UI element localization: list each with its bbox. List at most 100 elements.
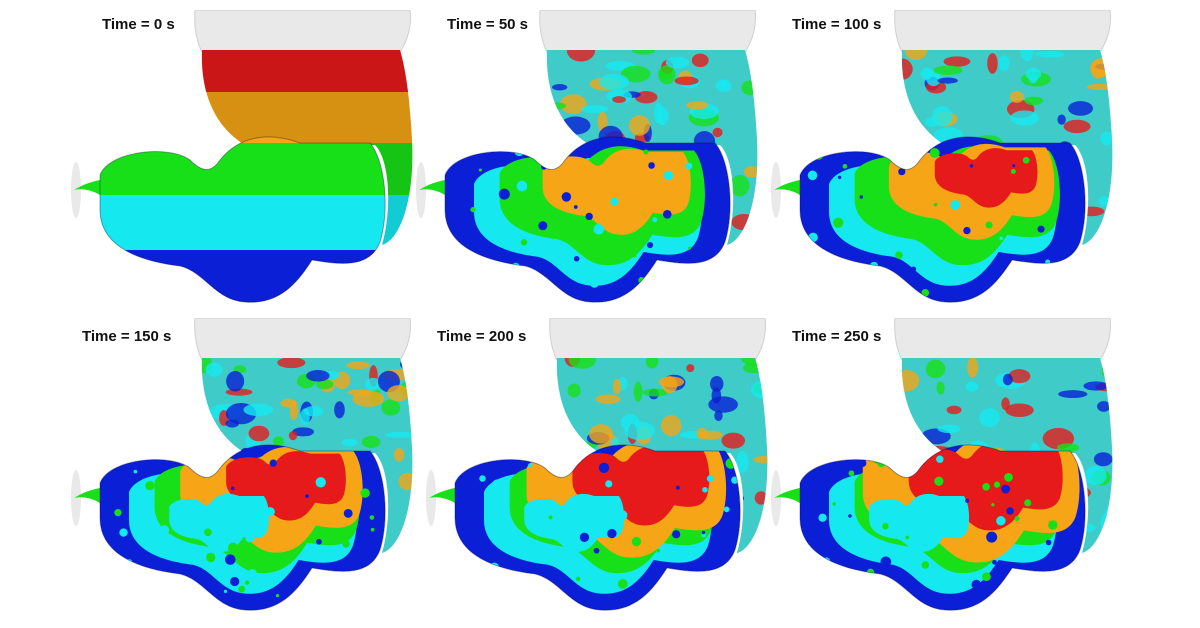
surface-speckle bbox=[585, 212, 593, 221]
surface-speckle bbox=[818, 513, 827, 522]
surface-speckle bbox=[159, 525, 170, 535]
time-label: Time = 150 s bbox=[82, 328, 172, 345]
surface-speckle bbox=[848, 514, 852, 518]
surface-speckle bbox=[584, 150, 593, 159]
panel-time-0: Time = 0 s bbox=[70, 10, 430, 310]
surface-patch bbox=[711, 387, 722, 404]
surface-patch bbox=[696, 427, 708, 440]
surface-speckle bbox=[707, 592, 716, 600]
surface-patch bbox=[612, 378, 622, 395]
surface-patch bbox=[303, 406, 324, 417]
surface-speckle bbox=[598, 462, 610, 473]
surface-speckle bbox=[882, 523, 889, 530]
surface-speckle bbox=[206, 552, 216, 563]
surface-speckle bbox=[848, 470, 855, 477]
surface-speckle bbox=[275, 593, 280, 598]
surface-patch bbox=[581, 105, 609, 114]
surface-speckle bbox=[1006, 507, 1014, 515]
surface-patch bbox=[589, 424, 614, 444]
surface-speckle bbox=[489, 562, 500, 573]
surface-speckle bbox=[837, 175, 842, 180]
surface-speckle bbox=[675, 573, 684, 583]
panel-time-100: Time = 100 s bbox=[770, 10, 1130, 310]
surface-speckle bbox=[996, 516, 1006, 526]
surface-speckle bbox=[910, 266, 917, 272]
surface-speckle bbox=[605, 480, 613, 488]
surface-patch bbox=[1090, 58, 1113, 78]
surface-speckle bbox=[561, 192, 572, 202]
surface-speckle bbox=[685, 162, 693, 170]
surface-patch bbox=[662, 376, 678, 394]
surface-patch bbox=[552, 84, 568, 91]
surface-patch bbox=[564, 441, 587, 449]
surface-speckle bbox=[617, 510, 628, 521]
surface-patch bbox=[364, 377, 382, 391]
level-core bbox=[869, 493, 970, 552]
surface-patch bbox=[280, 398, 297, 408]
surface-speckle bbox=[369, 515, 375, 520]
surface-speckle bbox=[701, 530, 706, 535]
surface-patch bbox=[1010, 110, 1040, 126]
level-core bbox=[524, 493, 625, 552]
surface-patch bbox=[925, 69, 942, 87]
surface-speckle bbox=[701, 532, 706, 538]
color-band bbox=[100, 195, 386, 250]
surface-patch bbox=[1086, 83, 1113, 91]
surface-speckle bbox=[305, 494, 309, 499]
surface-speckle bbox=[513, 192, 520, 199]
front-outline bbox=[454, 444, 741, 611]
surface-speckle bbox=[109, 550, 115, 556]
surface-patch bbox=[901, 58, 913, 80]
surface-patch bbox=[936, 381, 945, 395]
surface-speckle bbox=[590, 279, 599, 288]
surface-patch bbox=[1058, 390, 1088, 398]
surface-speckle bbox=[342, 540, 350, 548]
surface-patch bbox=[998, 55, 1010, 72]
surface-patch bbox=[566, 50, 596, 62]
surface-speckle bbox=[721, 578, 727, 583]
surface-patch bbox=[686, 364, 695, 373]
surface-patch bbox=[560, 116, 591, 135]
surface-patch bbox=[361, 435, 381, 449]
surface-speckle bbox=[675, 485, 680, 490]
surface-patch bbox=[629, 115, 650, 136]
surface-speckle bbox=[467, 600, 475, 607]
surface-patch bbox=[1024, 96, 1044, 106]
surface-speckle bbox=[538, 221, 548, 231]
surface-speckle bbox=[1022, 156, 1030, 164]
inlet-ring bbox=[71, 162, 81, 218]
surface-patch bbox=[381, 399, 401, 416]
surface-patch bbox=[905, 50, 927, 61]
surface-speckle bbox=[610, 197, 619, 206]
surface-patch bbox=[674, 76, 699, 86]
simulation-render bbox=[71, 10, 413, 303]
surface-patch bbox=[1009, 90, 1024, 103]
surface-speckle bbox=[1037, 225, 1045, 233]
front-surface bbox=[800, 444, 1086, 611]
surface-speckle bbox=[1023, 267, 1032, 276]
surface-patch bbox=[715, 79, 732, 93]
surface-speckle bbox=[986, 531, 998, 543]
surface-speckle bbox=[549, 591, 557, 600]
surface-speckle bbox=[884, 164, 890, 169]
surface-speckle bbox=[834, 261, 844, 271]
surface-speckle bbox=[1031, 292, 1037, 298]
surface-speckle bbox=[873, 289, 878, 294]
surface-patch bbox=[243, 403, 274, 417]
surface-speckle bbox=[238, 585, 246, 593]
surface-patch bbox=[742, 362, 766, 374]
surface-speckle bbox=[498, 188, 510, 200]
surface-patch bbox=[937, 77, 958, 84]
front-outline bbox=[444, 136, 731, 303]
surface-speckle bbox=[652, 217, 658, 223]
surface-speckle bbox=[124, 598, 132, 606]
vessel-cap bbox=[539, 10, 756, 53]
surface-speckle bbox=[114, 509, 122, 517]
surface-speckle bbox=[1058, 233, 1068, 244]
surface-speckle bbox=[528, 463, 533, 468]
surface-patch bbox=[1102, 50, 1113, 64]
time-label: Time = 0 s bbox=[102, 16, 175, 33]
surface-speckle bbox=[724, 566, 730, 572]
surface-speckle bbox=[965, 498, 970, 503]
surface-patch bbox=[753, 455, 768, 464]
